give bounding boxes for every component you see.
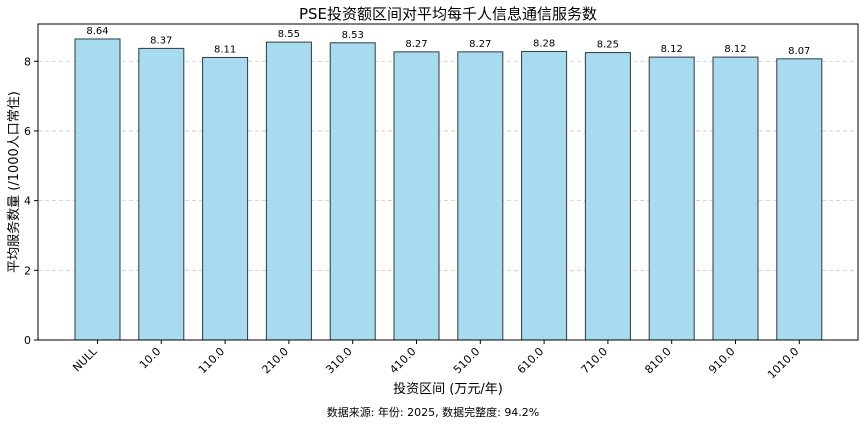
bar-810.0: [648, 56, 695, 341]
x-tick-label: 210.0: [260, 345, 291, 376]
bar-NULL: [74, 38, 121, 341]
y-tick-label: 6: [24, 125, 31, 138]
data-label: 8.53: [342, 30, 364, 41]
y-tick-label: 8: [24, 55, 31, 68]
data-label: 8.11: [214, 44, 236, 55]
x-axis-label: 投资区间 (万元/年): [393, 381, 503, 397]
y-axis: 0 2 4 6 8: [24, 55, 38, 347]
plot-frame: [37, 23, 859, 341]
bar-610.0: [521, 51, 568, 341]
x-tick-label: 610.0: [515, 345, 546, 376]
bar-710.0: [584, 52, 631, 341]
y-tick-label: 0: [24, 334, 31, 347]
data-label: 8.64: [86, 26, 108, 37]
bar-910.0: [712, 56, 759, 341]
y-tick-label: 4: [24, 195, 31, 208]
data-label: 8.27: [405, 39, 427, 50]
data-label: 8.37: [150, 35, 172, 46]
bar-310.0: [329, 42, 376, 341]
y-tick-label: 2: [24, 264, 31, 277]
bar-10.0: [138, 47, 185, 341]
footnote: 数据来源: 年份: 2025, 数据完整度: 94.2%: [327, 405, 540, 419]
bar-110.0: [202, 56, 249, 341]
data-labels-layer: 8.64 8.37 8.11 8.55 8.53 8.27 8.27 8.28 8.25 8.12…: [86, 26, 810, 57]
x-tick-label: 110.0: [196, 345, 227, 376]
x-tick-label: 410.0: [387, 345, 418, 376]
bar-410.0: [393, 51, 440, 341]
x-axis: NULL 10.0 110.0 210.0 310.0 410.0 510.0 610.0 71…: [70, 340, 801, 381]
x-tick-label: 310.0: [323, 345, 354, 376]
bar-510.0: [457, 51, 504, 341]
data-label: 8.28: [533, 39, 555, 50]
data-label: 8.12: [661, 44, 683, 55]
data-label: 8.12: [724, 44, 746, 55]
data-label: 8.27: [469, 39, 491, 50]
x-tick-label: 510.0: [451, 345, 482, 376]
data-label: 8.25: [597, 40, 619, 51]
x-tick-label: 910.0: [706, 345, 737, 376]
bar-210.0: [265, 41, 312, 341]
y-axis-label: 平均服务数量 (/1000人口常住): [6, 91, 22, 273]
x-tick-label: 810.0: [642, 345, 673, 376]
data-label: 8.55: [278, 29, 300, 40]
bars-layer: [74, 38, 823, 341]
x-tick-label: 710.0: [579, 345, 610, 376]
x-tick-label: NULL: [70, 344, 100, 374]
data-label: 8.07: [788, 46, 810, 57]
chart-title: PSE投资额区间对平均每千人信息通信服务数: [299, 5, 597, 23]
x-tick-label: 10.0: [137, 345, 164, 372]
bar-1010.0: [776, 58, 823, 341]
x-tick-label: 1010.0: [765, 345, 801, 381]
